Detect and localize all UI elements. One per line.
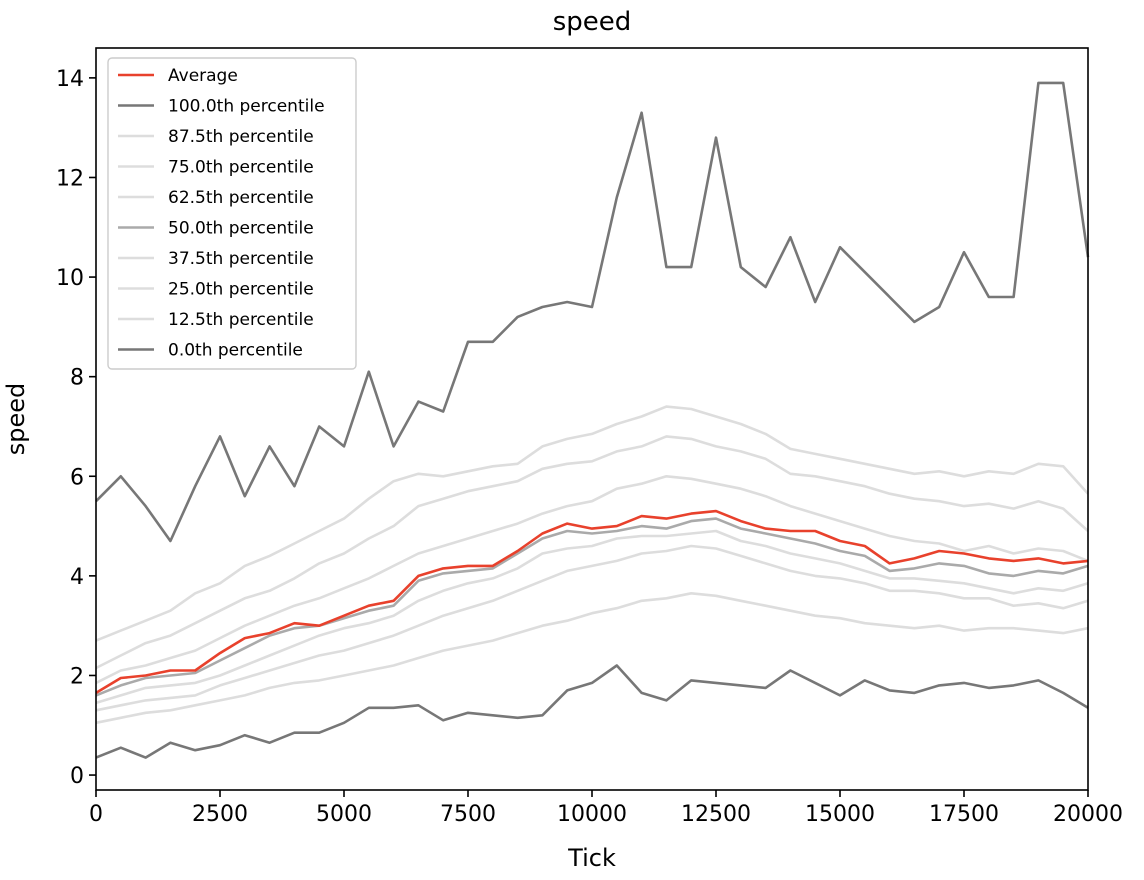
- series-line-37-5th-percentile: [95, 529, 1089, 705]
- y-tick-label: 2: [70, 664, 84, 689]
- series-line-50-0th-percentile: [95, 517, 1089, 697]
- x-tick-label: 5000: [316, 802, 372, 827]
- legend-label: 50.0th percentile: [168, 219, 314, 239]
- legend-label: 12.5th percentile: [168, 310, 314, 330]
- x-tick-label: 2500: [192, 802, 248, 827]
- series-line-62-5th-percentile: [95, 474, 1089, 685]
- legend-label: 62.5th percentile: [168, 188, 314, 208]
- chart-title: speed: [553, 7, 632, 37]
- series-line-average: [95, 509, 1089, 695]
- x-tick-label: 17500: [929, 802, 999, 827]
- legend-box: [107, 57, 357, 370]
- plot-area: [95, 81, 1090, 759]
- series-line-75-0th-percentile: [95, 435, 1089, 670]
- series-line-87-5th-percentile: [95, 405, 1089, 642]
- y-tick-label: 10: [56, 266, 84, 291]
- y-axis-label: speed: [2, 383, 30, 456]
- legend-label: 100.0th percentile: [168, 97, 325, 117]
- x-axis-label: Tick: [567, 844, 616, 872]
- legend-label: 37.5th percentile: [168, 249, 314, 269]
- series-line-25-0th-percentile: [95, 544, 1089, 712]
- y-tick-label: 4: [70, 565, 84, 590]
- x-tick-label: 12500: [681, 802, 751, 827]
- y-tick-label: 8: [70, 366, 84, 391]
- y-tick-label: 12: [56, 166, 84, 191]
- x-tick-label: 20000: [1053, 802, 1123, 827]
- series-line-100-0th-percentile: [95, 81, 1090, 543]
- x-tick-label: 15000: [805, 802, 875, 827]
- legend-label: 87.5th percentile: [168, 127, 314, 147]
- legend-label: Average: [168, 66, 238, 86]
- axis-ticks: 0 2500 5000 7500 10000 12500 15000 17500 20000 0 2…: [56, 67, 1123, 827]
- y-tick-label: 14: [56, 67, 84, 92]
- legend: Average 100.0th percentile 87.5th percenti…: [107, 57, 357, 370]
- y-tick-label: 0: [70, 764, 84, 789]
- x-tick-label: 10000: [557, 802, 627, 827]
- legend-label: 25.0th percentile: [168, 280, 314, 300]
- y-tick-label: 6: [70, 465, 84, 490]
- axes-frame: [95, 47, 1089, 791]
- legend-label: 0.0th percentile: [168, 341, 303, 361]
- x-tick-label: 0: [89, 802, 103, 827]
- series-line-12-5th-percentile: [95, 591, 1089, 725]
- x-tick-label: 7500: [440, 802, 496, 827]
- legend-label: 75.0th percentile: [168, 158, 314, 178]
- series-line-0-0th-percentile: [95, 664, 1089, 759]
